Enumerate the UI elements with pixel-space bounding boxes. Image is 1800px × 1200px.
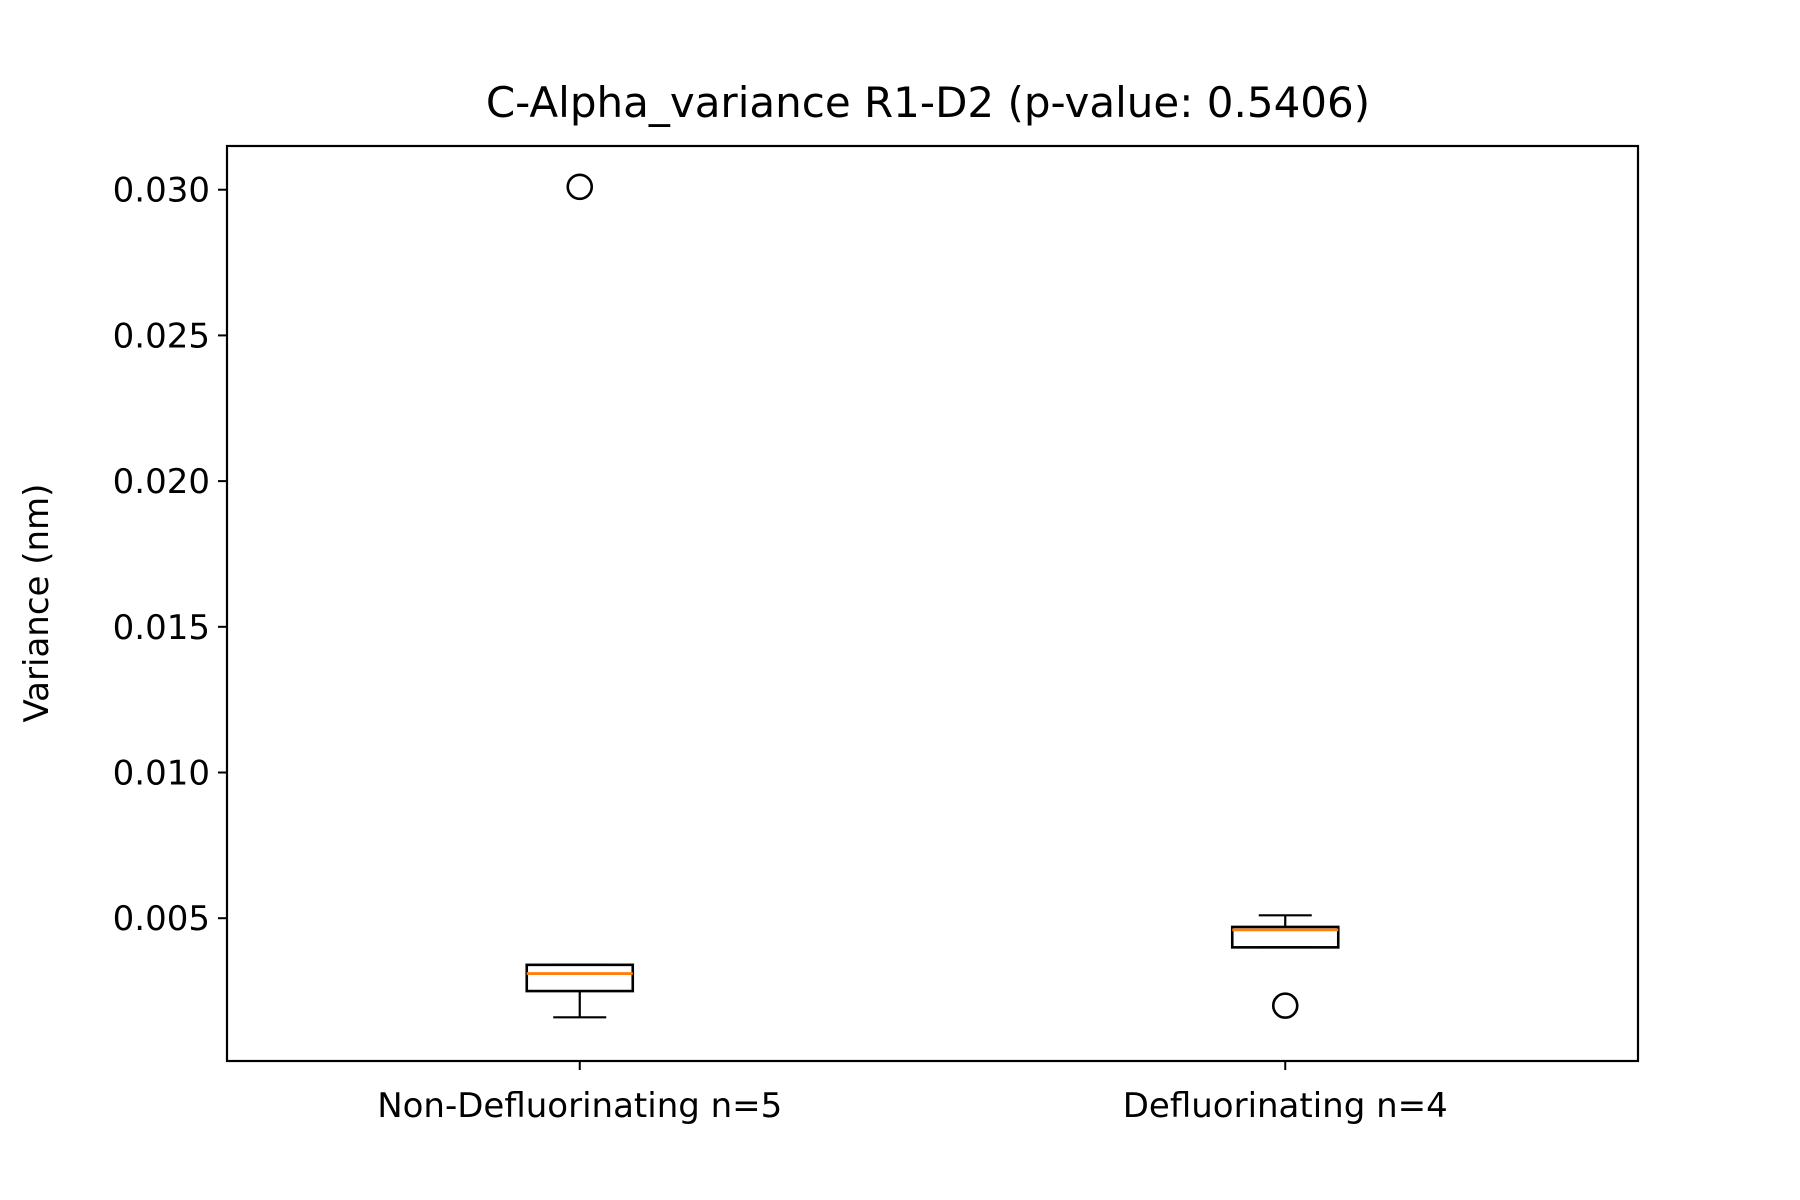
plot-frame xyxy=(225,144,1640,1063)
chart-title: C-Alpha_variance R1-D2 (p-value: 0.5406) xyxy=(486,78,1370,127)
y-tick-label: 0.015 xyxy=(113,608,210,648)
iqr-box xyxy=(1230,925,1340,949)
box-group xyxy=(525,173,635,1019)
iqr-box xyxy=(525,963,635,993)
x-axis-ticks: Non-Defluorinating n=5 Defluorinating n=4 xyxy=(377,1061,1448,1126)
y-tick-label: 0.005 xyxy=(113,899,210,939)
y-tick-label: 0.020 xyxy=(113,462,210,502)
outlier-point xyxy=(1271,992,1299,1019)
outlier-point xyxy=(566,173,594,201)
y-tick-label: 0.030 xyxy=(113,171,210,211)
box-group xyxy=(1230,914,1340,1019)
y-tick-label: 0.010 xyxy=(113,754,210,794)
y-axis-ticks: 0.005 0.010 0.015 0.020 0.025 0.030 xyxy=(113,171,227,939)
y-tick-label: 0.025 xyxy=(113,316,210,356)
x-tick-label: Non-Defluorinating n=5 xyxy=(377,1086,782,1126)
plot-marks xyxy=(525,173,1340,1019)
y-axis-label: Variance (nm) xyxy=(17,484,57,723)
x-tick-label: Defluorinating n=4 xyxy=(1123,1086,1448,1126)
